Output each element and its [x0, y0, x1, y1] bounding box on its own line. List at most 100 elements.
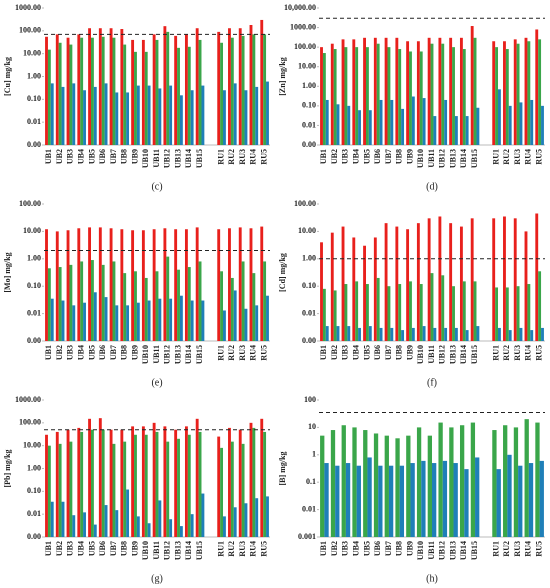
bar [363, 245, 366, 341]
x-tick-label: UB6 [98, 345, 107, 360]
x-tick-label: UB10 [141, 149, 150, 168]
bar [352, 39, 356, 146]
y-tick-label: 10.00 [298, 62, 316, 71]
bar [341, 425, 346, 537]
x-tick-label: UB9 [130, 541, 139, 556]
bar [384, 37, 388, 145]
x-tick-label: UB9 [405, 541, 414, 556]
bar [390, 99, 394, 145]
y-axis-title: [B] mg/kg [278, 452, 287, 486]
bar [507, 454, 512, 537]
bar [320, 47, 323, 146]
y-tick-label: 100.00 [19, 199, 41, 208]
x-tick-label: RU3 [513, 345, 522, 361]
bar [101, 429, 105, 537]
y-tick-label: 0.1 [306, 477, 316, 486]
y-axis-title: [Mo] mg/kg [3, 252, 12, 292]
bar [179, 95, 183, 145]
bar [152, 34, 156, 145]
bar [77, 228, 81, 341]
bar [184, 229, 188, 341]
bar [55, 231, 59, 341]
bar [169, 298, 173, 341]
bar [93, 524, 97, 537]
bar [535, 29, 539, 146]
y-tick-label: 100.00 [19, 418, 41, 427]
bar [473, 37, 477, 145]
bar [131, 230, 135, 341]
bar [347, 326, 351, 341]
bar [476, 326, 480, 341]
bar [335, 465, 340, 537]
y-tick-label: 0.10 [302, 281, 316, 290]
x-tick-label: UB6 [98, 149, 107, 164]
x-tick-label: RU1 [491, 345, 500, 361]
x-tick-label: RU1 [491, 149, 500, 165]
y-tick-label: 1.00 [27, 71, 41, 80]
y-tick-label: 10,000.00 [284, 3, 316, 12]
bar [324, 463, 329, 537]
x-tick-label: UB6 [373, 149, 382, 164]
bar [241, 35, 245, 145]
bar [112, 261, 116, 341]
x-tick-label: UB12 [438, 541, 447, 560]
x-tick-label: RU2 [502, 541, 511, 557]
bar [228, 427, 231, 537]
bar [141, 426, 145, 537]
bar [112, 443, 116, 537]
x-tick-label: UB15 [195, 345, 204, 364]
bar [341, 39, 345, 146]
bar [330, 430, 336, 537]
x-tick-label: UB3 [66, 345, 75, 360]
x-tick-label: UB14 [184, 345, 193, 364]
y-tick-label: 0.00 [302, 140, 316, 149]
bar [344, 47, 348, 146]
bar [120, 429, 124, 537]
bar [228, 228, 231, 341]
bar [260, 19, 264, 145]
bar [90, 260, 94, 341]
bar [238, 429, 242, 537]
y-tick-label: 1000.00 [290, 22, 316, 31]
bar [395, 438, 400, 537]
bar [433, 116, 437, 145]
bar [406, 41, 410, 146]
y-tick-label: 1.00 [27, 254, 41, 263]
bar [538, 271, 542, 341]
bar [475, 457, 480, 537]
bar [355, 281, 359, 341]
bar [492, 430, 497, 537]
y-tick-label: 100.00 [294, 199, 316, 208]
x-tick-label: RU3 [238, 149, 247, 165]
bar [384, 435, 389, 537]
bar [519, 102, 523, 145]
bar [230, 277, 234, 341]
x-tick-label: UB3 [341, 149, 350, 164]
bar [358, 327, 361, 341]
bar [411, 96, 415, 145]
bar [252, 427, 256, 537]
bar [55, 431, 59, 537]
bar [459, 226, 463, 341]
bar [217, 436, 221, 537]
bar [330, 232, 334, 341]
bar [401, 330, 405, 341]
bar [422, 326, 426, 341]
bar [266, 81, 269, 145]
y-tick-label: 0.00 [27, 140, 41, 149]
bar [495, 287, 499, 341]
bar [77, 427, 81, 537]
x-tick-label: UB11 [152, 541, 161, 560]
x-tick-label: UB8 [395, 541, 404, 556]
bar [430, 43, 434, 145]
x-tick-label: RU4 [524, 149, 533, 165]
bar [223, 516, 226, 537]
x-tick-label: UB1 [44, 345, 53, 360]
bar [66, 230, 70, 341]
bar [47, 268, 51, 341]
bar [266, 496, 269, 537]
bar [228, 28, 231, 145]
x-tick-label: UB8 [395, 149, 404, 164]
bar [322, 53, 326, 146]
bar [201, 300, 205, 341]
